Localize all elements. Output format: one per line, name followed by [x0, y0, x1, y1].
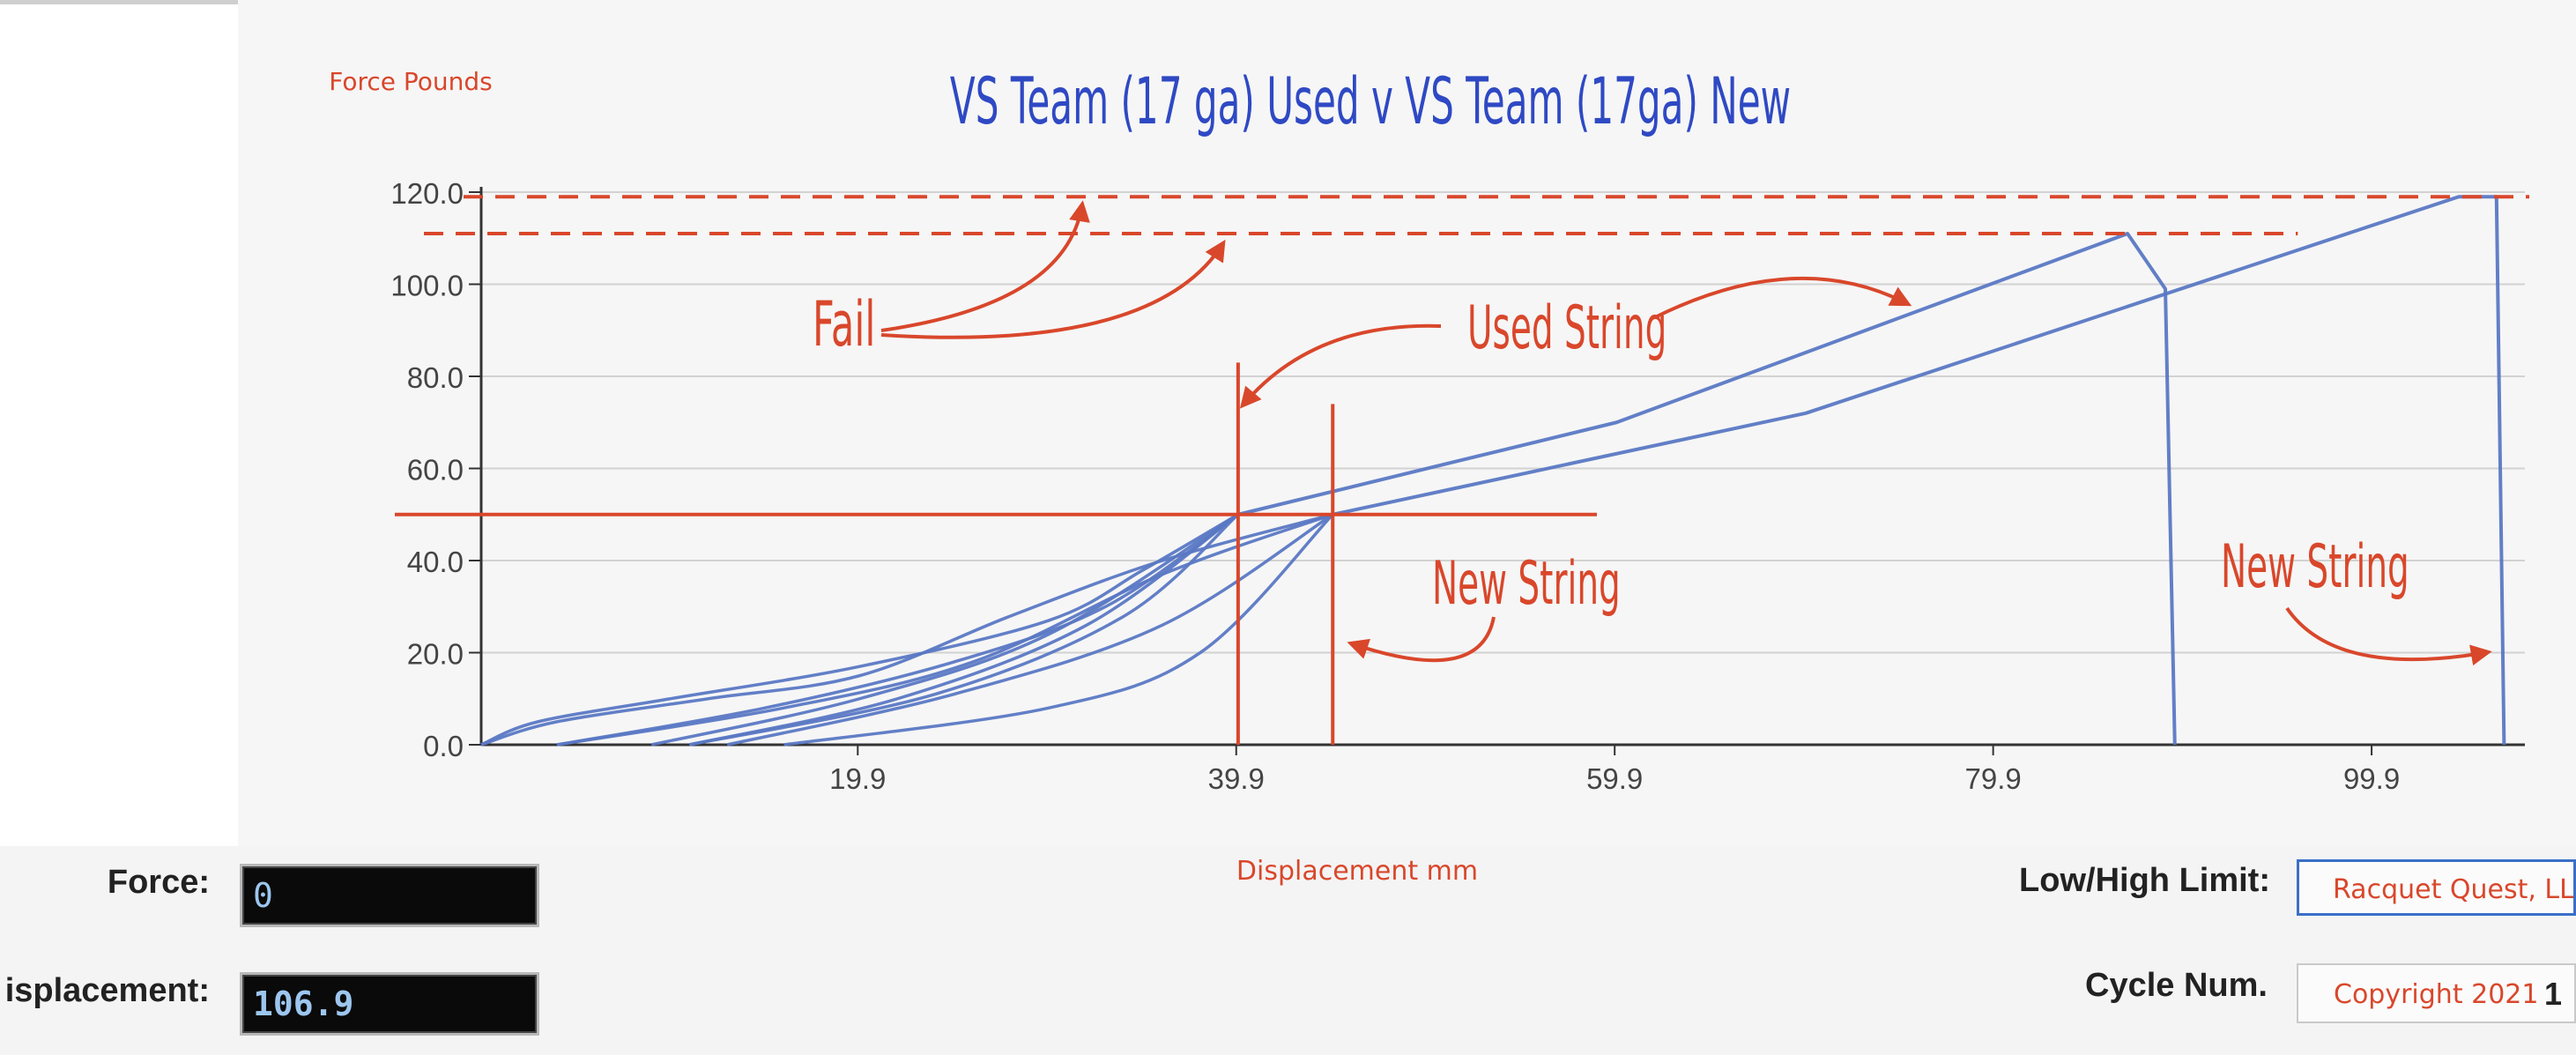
annotations	[395, 195, 2529, 745]
x-tick-label: 59.9	[1586, 762, 1643, 795]
annotation-fail: Fail	[813, 288, 875, 360]
x-tick-label: 79.9	[1965, 762, 2022, 795]
x-axis-label: Displacement mm	[1236, 856, 1478, 887]
curves	[480, 195, 2506, 747]
series-2-curve-3	[726, 513, 1334, 747]
y-tick-label: 0.0	[423, 730, 464, 762]
series-2-curve-5	[1332, 195, 2506, 746]
x-tick-label: 39.9	[1208, 762, 1265, 795]
y-tick-label: 20.0	[407, 638, 464, 671]
new-string-arrow-left	[1347, 616, 1496, 663]
displacement-readout: 106.9	[240, 972, 539, 1036]
used-string-arrow-right	[1654, 276, 1912, 319]
annotation-new-string-2: New String	[2221, 533, 2409, 602]
cycle-spinner[interactable]: Copyright 2021 1	[2297, 963, 2576, 1023]
grid-lines	[481, 191, 2525, 746]
y-tick-label: 80.0	[407, 361, 464, 394]
x-tick-label: 99.9	[2343, 762, 2400, 795]
y-tick-label: 100.0	[390, 270, 464, 302]
series-2-curve-4	[783, 513, 1334, 747]
annotation-new-string-1: New String	[1432, 550, 1621, 619]
cycle-spinner-value: Copyright 2021	[2334, 979, 2539, 1010]
y-tick-label: 120.0	[390, 177, 464, 210]
new-string-arrow-right	[2285, 606, 2492, 666]
series-1-curve-6	[1237, 232, 2177, 746]
series-1-curve-1	[480, 513, 1239, 747]
axes: 0.0 20.0 40.0 60.0 80.0 100.0 120.0 19.9 39.9 59.…	[390, 177, 2525, 795]
series-1-curve-2	[556, 513, 1239, 747]
used-string-arrow-left	[1239, 323, 1442, 409]
cycle-label: Cycle Num.	[2085, 967, 2268, 1004]
chart-title: VS Team (17 ga) Used v VS Team (17ga) Ne…	[950, 65, 1791, 139]
series-1-curve-3	[650, 513, 1239, 747]
cycle-number: 1	[2543, 976, 2562, 1012]
limit-label: Low/High Limit:	[2019, 862, 2270, 899]
displacement-label: isplacement:	[4, 972, 210, 1009]
limit-input[interactable]: Racquet Quest, LLC	[2297, 859, 2576, 916]
y-axis-label: Force Pounds	[329, 67, 493, 96]
fail-arrow-upper	[880, 200, 1090, 332]
series-2-curve-2	[556, 513, 1333, 747]
force-label: Force:	[107, 864, 210, 901]
series-1-curve-5	[688, 513, 1240, 747]
y-tick-label: 40.0	[407, 546, 464, 578]
force-readout: 0	[240, 864, 539, 927]
fail-arrow-lower	[880, 239, 1226, 339]
series-2-curve-1	[480, 513, 1333, 747]
x-tick-label: 19.9	[829, 762, 886, 795]
annotation-used-string: Used String	[1467, 294, 1667, 363]
limit-input-value: Racquet Quest, LLC	[2333, 874, 2576, 905]
y-tick-label: 60.0	[407, 454, 464, 487]
